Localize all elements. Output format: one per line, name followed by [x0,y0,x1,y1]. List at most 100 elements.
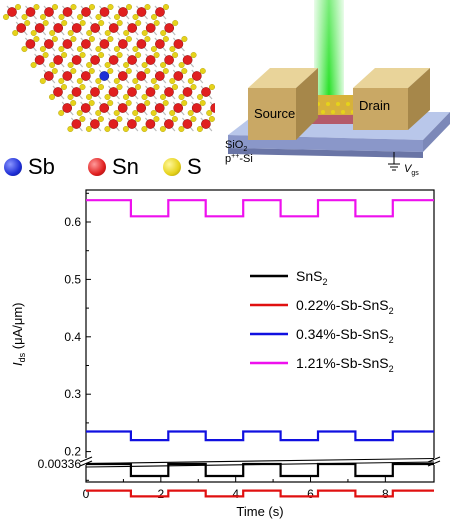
source-electrode [248,88,296,140]
y-tick-label: 0.3 [64,387,81,401]
break-line [85,457,435,465]
sn-atom [53,55,63,65]
sn-atom [7,7,17,17]
sn-atom [99,103,110,113]
s-atom [113,109,120,116]
s-atom [33,3,40,10]
x-tick-label: 6 [307,487,314,501]
s-atom [113,46,120,53]
s-atom [49,62,56,69]
svg-text:p++-Si: p++-Si [225,153,253,165]
s-atom [113,77,120,84]
y-tick-label: 0.2 [64,445,81,459]
s-atom [208,115,215,122]
s-atom [172,20,179,27]
sn-atom [201,119,211,129]
s-atom [104,30,111,37]
s-atom [171,83,178,90]
sn-atom [90,119,100,129]
sn-atom [145,119,156,129]
sn-atom [173,39,184,49]
sn-atom [80,103,91,113]
s-atom [132,109,139,116]
s-atom [104,125,111,132]
s-atom [85,125,92,132]
s-atom [21,46,28,53]
sn-atom [44,7,54,17]
s-atom [24,20,31,27]
s-atom [67,93,74,100]
sn-atom [25,39,36,49]
s-atom [88,67,95,74]
vgs-label: V [404,163,413,175]
s-atom [125,3,132,10]
s-atom [79,52,86,59]
s-atom [67,125,74,132]
s-atom [113,13,120,20]
sn-atom [108,23,119,33]
sn-atom [127,23,138,33]
drain-label: Drain [359,98,390,113]
s-atom [187,109,194,116]
s-atom [181,99,188,106]
y-tick-label: 0.6 [64,215,81,229]
s-atom [141,62,148,69]
s-atom [153,52,160,59]
s-atom [160,62,167,69]
sn-atom [71,87,82,97]
s-atom [88,36,95,43]
sn-atom [182,119,193,129]
s-atom [125,36,132,43]
lattice-svg [3,3,234,132]
s-atom [95,109,102,116]
s-atom [76,77,83,84]
sn-atom [108,87,119,97]
s-atom [150,109,157,116]
s-atom [187,77,194,84]
s-atom [122,93,129,100]
s-atom [153,20,160,27]
s-atom [107,36,114,43]
s-atom [116,52,123,59]
sn-atom [16,23,27,33]
s-atom [97,83,104,90]
s-atom [159,125,166,132]
sn-atom [155,7,165,17]
s-atom [104,62,111,69]
svg-text:Vgs: Vgs [404,163,419,177]
sn-atom [71,55,82,65]
sn-atom [108,119,119,129]
series-line-3 [86,199,434,218]
s-atom [58,109,65,116]
sn-atom [136,71,147,81]
axis-break-mark [79,456,93,463]
s-atom [88,3,95,10]
s-atom [79,115,86,122]
sn-atom [164,23,175,33]
s-atom [135,20,142,27]
s-atom [172,52,179,59]
s-atom [206,109,213,116]
lattice-structure-image [0,0,234,150]
sn-atom [136,7,147,17]
s-atom [61,52,68,59]
sn-atom [127,55,137,65]
sn-atom [191,71,202,81]
sn-atom [108,55,119,65]
x-tick-label: 2 [157,487,164,501]
s-atom [150,46,157,53]
s-atom [144,3,151,10]
photocurrent-chart: 0 2 4 6 8 0.6 0.5 0.4 0.3 0.2 0.00336 Time (s) Ids (… [0,180,450,522]
s-atom [169,109,176,116]
sb-atom-icon [4,158,22,176]
s-atom [132,46,139,53]
sn-atom [145,23,156,33]
s-atom [144,99,151,106]
s-atom [144,67,151,74]
s-atom [181,36,188,43]
s-atom [14,3,21,10]
s-atom [42,20,49,27]
s-atom [67,30,74,37]
sn-atom [173,103,184,113]
s-atom [178,93,185,100]
